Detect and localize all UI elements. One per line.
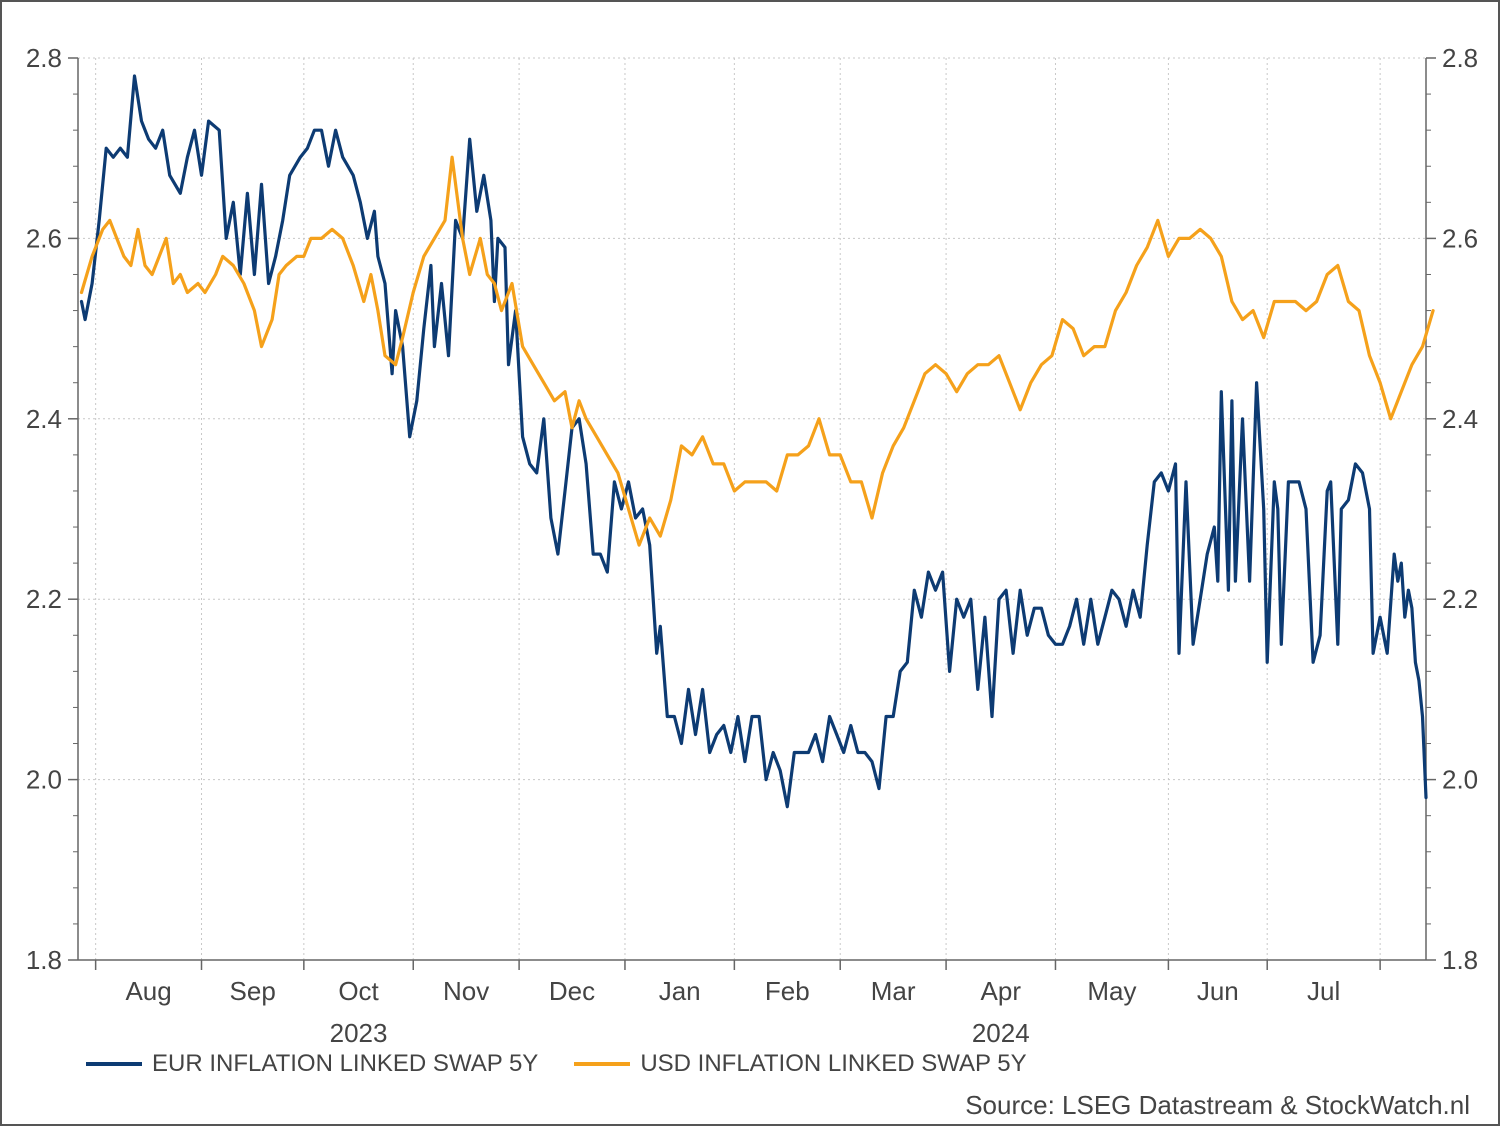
x-year-label: 2024 — [972, 1018, 1030, 1048]
x-tick-label: Apr — [981, 976, 1022, 1006]
y-tick-label-right: 2.2 — [1442, 584, 1478, 614]
x-tick-label: Jun — [1197, 976, 1239, 1006]
y-tick-label-left: 2.2 — [26, 584, 62, 614]
x-tick-label: May — [1087, 976, 1136, 1006]
legend: EUR INFLATION LINKED SWAP 5Y USD INFLATI… — [86, 1050, 1063, 1078]
legend-item-eur: EUR INFLATION LINKED SWAP 5Y — [86, 1050, 538, 1078]
legend-label-usd: USD INFLATION LINKED SWAP 5Y — [640, 1050, 1027, 1077]
y-tick-label-right: 1.8 — [1442, 945, 1478, 975]
y-tick-label-left: 2.4 — [26, 404, 62, 434]
y-tick-label-right: 2.0 — [1442, 765, 1478, 795]
legend-item-usd: USD INFLATION LINKED SWAP 5Y — [574, 1050, 1027, 1078]
legend-swatch-usd — [574, 1062, 631, 1066]
x-tick-label: Aug — [125, 976, 171, 1006]
y-tick-label-right: 2.6 — [1442, 223, 1478, 253]
series-line-eur — [79, 74, 1428, 809]
x-tick-label: Jul — [1307, 976, 1340, 1006]
x-tick-label: Dec — [549, 976, 595, 1006]
y-tick-label-left: 2.8 — [26, 43, 62, 73]
source-note: Source: LSEG Datastream & StockWatch.nl — [965, 1090, 1470, 1120]
x-tick-label: Sep — [230, 976, 276, 1006]
series-line-usd — [79, 155, 1435, 547]
legend-label-eur: EUR INFLATION LINKED SWAP 5Y — [152, 1050, 539, 1077]
y-tick-label-left: 2.6 — [26, 223, 62, 253]
y-tick-label-right: 2.8 — [1442, 43, 1478, 73]
y-tick-label-left: 1.8 — [26, 945, 62, 975]
x-tick-label: Oct — [338, 976, 379, 1006]
y-tick-label-right: 2.4 — [1442, 404, 1478, 434]
x-tick-label: Mar — [871, 976, 916, 1006]
x-tick-label: Nov — [443, 976, 489, 1006]
y-tick-label-left: 2.0 — [26, 765, 62, 795]
x-tick-label: Feb — [765, 976, 810, 1006]
legend-swatch-eur — [86, 1062, 142, 1066]
x-year-label: 2023 — [330, 1018, 388, 1048]
x-tick-label: Jan — [659, 976, 701, 1006]
